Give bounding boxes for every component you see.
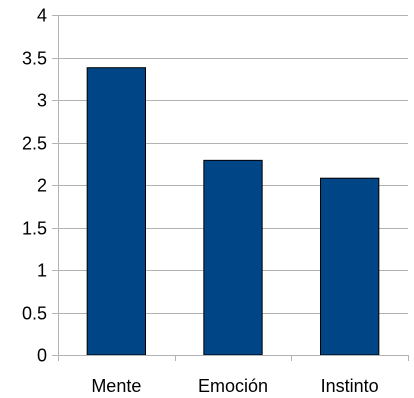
- y-tick-label: 0.5: [22, 304, 47, 324]
- x-category-label: Instinto: [321, 376, 379, 396]
- x-axis-category-labels: Mente Emoción Instinto: [91, 376, 378, 396]
- y-tick-label: 2: [37, 176, 47, 196]
- y-tick-label: 3: [37, 91, 47, 111]
- bar-mente: [86, 67, 146, 356]
- x-category-label: Emoción: [198, 376, 268, 396]
- y-tick-label: 1.5: [22, 219, 47, 239]
- y-tick-label: 0: [37, 346, 47, 366]
- axes: [52, 15, 409, 361]
- y-tick-label: 4: [37, 6, 47, 26]
- bar-emoción: [203, 159, 263, 356]
- y-tick-label: 3.5: [22, 49, 47, 69]
- y-axis-tick-labels: 0 0.5 1 1.5 2 2.5 3 3.5 4: [22, 6, 47, 366]
- bar-instinto: [320, 177, 380, 356]
- y-tick-label: 2.5: [22, 134, 47, 154]
- x-category-label: Mente: [91, 376, 141, 396]
- y-tick-label: 1: [37, 261, 47, 281]
- bars: [86, 67, 380, 356]
